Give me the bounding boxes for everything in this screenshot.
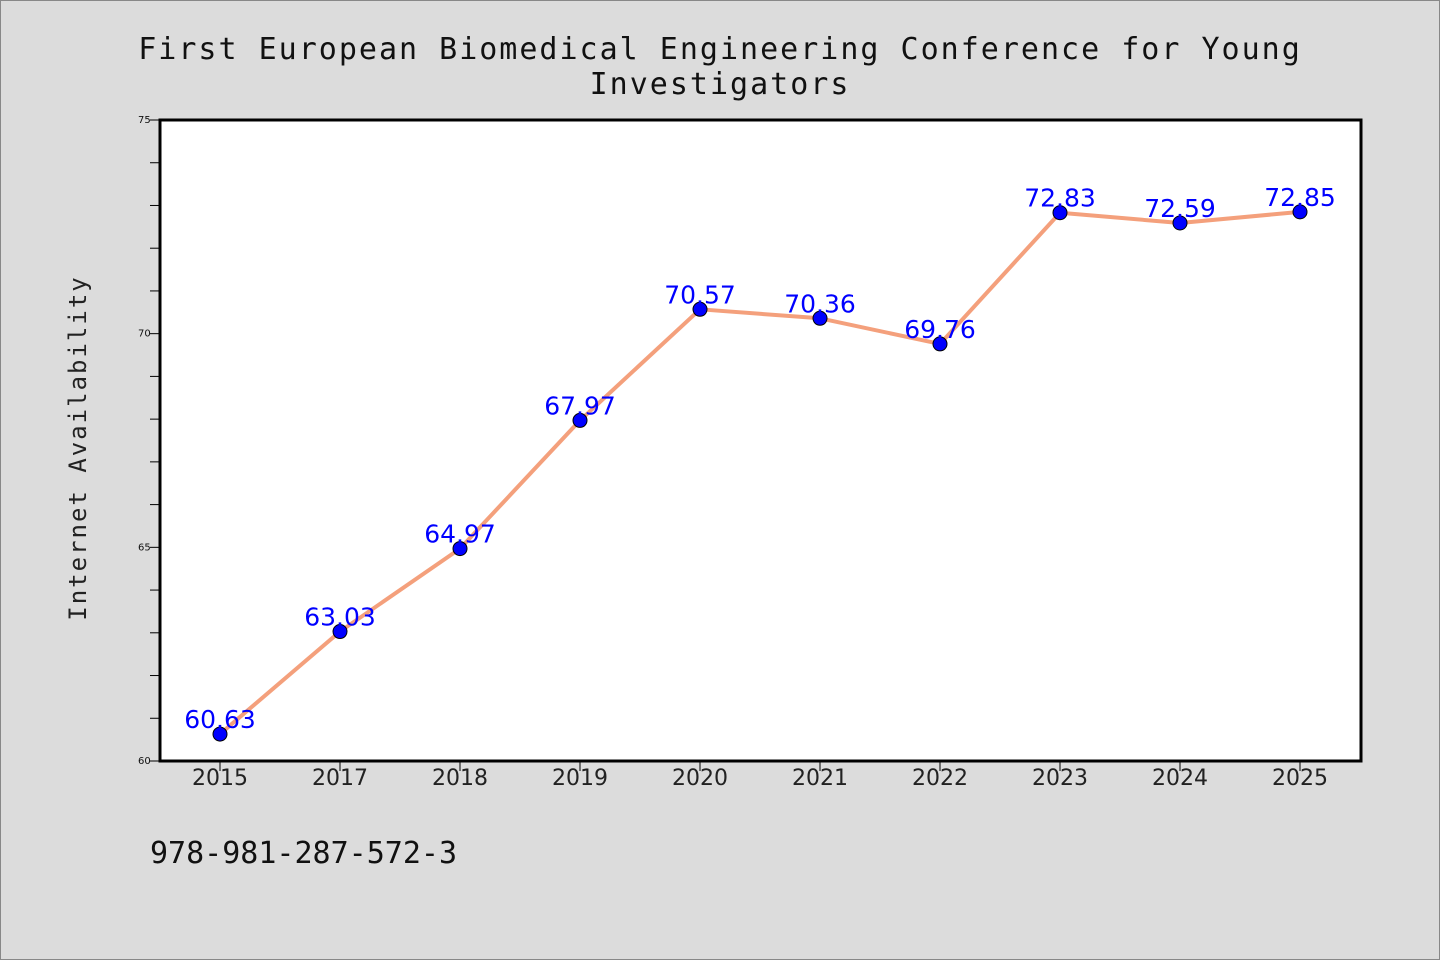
footer-isbn: 978-981-287-572-3 [150, 836, 458, 871]
data-label: 64.97 [424, 520, 496, 549]
chart-title: First European Biomedical Engineering Co… [138, 32, 1302, 102]
y-tick-label: 65 [138, 542, 151, 553]
data-point [452, 541, 468, 557]
y-tick-label: 75 [138, 115, 151, 126]
data-label: 72.85 [1264, 183, 1336, 212]
data-label: 69.76 [904, 315, 976, 344]
y-axis-ticks: 60 65 70 75 [138, 115, 160, 767]
x-tick-label: 2023 [1032, 766, 1088, 791]
data-label: 70.57 [664, 280, 736, 309]
data-markers [212, 204, 1308, 742]
data-label: 60.63 [184, 705, 256, 734]
data-label: 70.36 [784, 289, 856, 318]
data-point [212, 726, 228, 742]
x-tick-label: 2024 [1152, 766, 1208, 791]
y-tick-label: 60 [138, 756, 151, 767]
x-tick-label: 2017 [312, 766, 368, 791]
y-tick-label: 70 [138, 329, 151, 340]
data-point [1052, 205, 1068, 221]
x-tick-label: 2018 [432, 766, 488, 791]
data-labels: 60.63 63.03 64.97 67.97 70.57 70.36 69.76 72.83… [184, 183, 1336, 734]
data-point [1172, 215, 1188, 231]
x-axis-ticks: 2015 2017 2018 2019 2020 2021 2022 2023 2024 2025 [192, 761, 1328, 791]
x-tick-label: 2025 [1272, 766, 1328, 791]
x-tick-label: 2022 [912, 766, 968, 791]
x-tick-label: 2019 [552, 766, 608, 791]
data-point [932, 336, 948, 352]
x-tick-label: 2020 [672, 766, 728, 791]
plot-border [158, 118, 1363, 763]
data-point [812, 310, 828, 326]
x-tick-label: 2015 [192, 766, 248, 791]
series-line [218, 209, 1301, 736]
plot-area [160, 120, 1361, 761]
data-point [692, 301, 708, 317]
data-label: 67.97 [544, 391, 616, 420]
data-point [572, 412, 588, 428]
data-point [1292, 204, 1308, 220]
data-label: 63.03 [304, 603, 376, 632]
data-label: 72.59 [1144, 194, 1216, 223]
x-tick-label: 2021 [792, 766, 848, 791]
data-label: 72.83 [1024, 184, 1096, 213]
data-point [332, 624, 348, 640]
